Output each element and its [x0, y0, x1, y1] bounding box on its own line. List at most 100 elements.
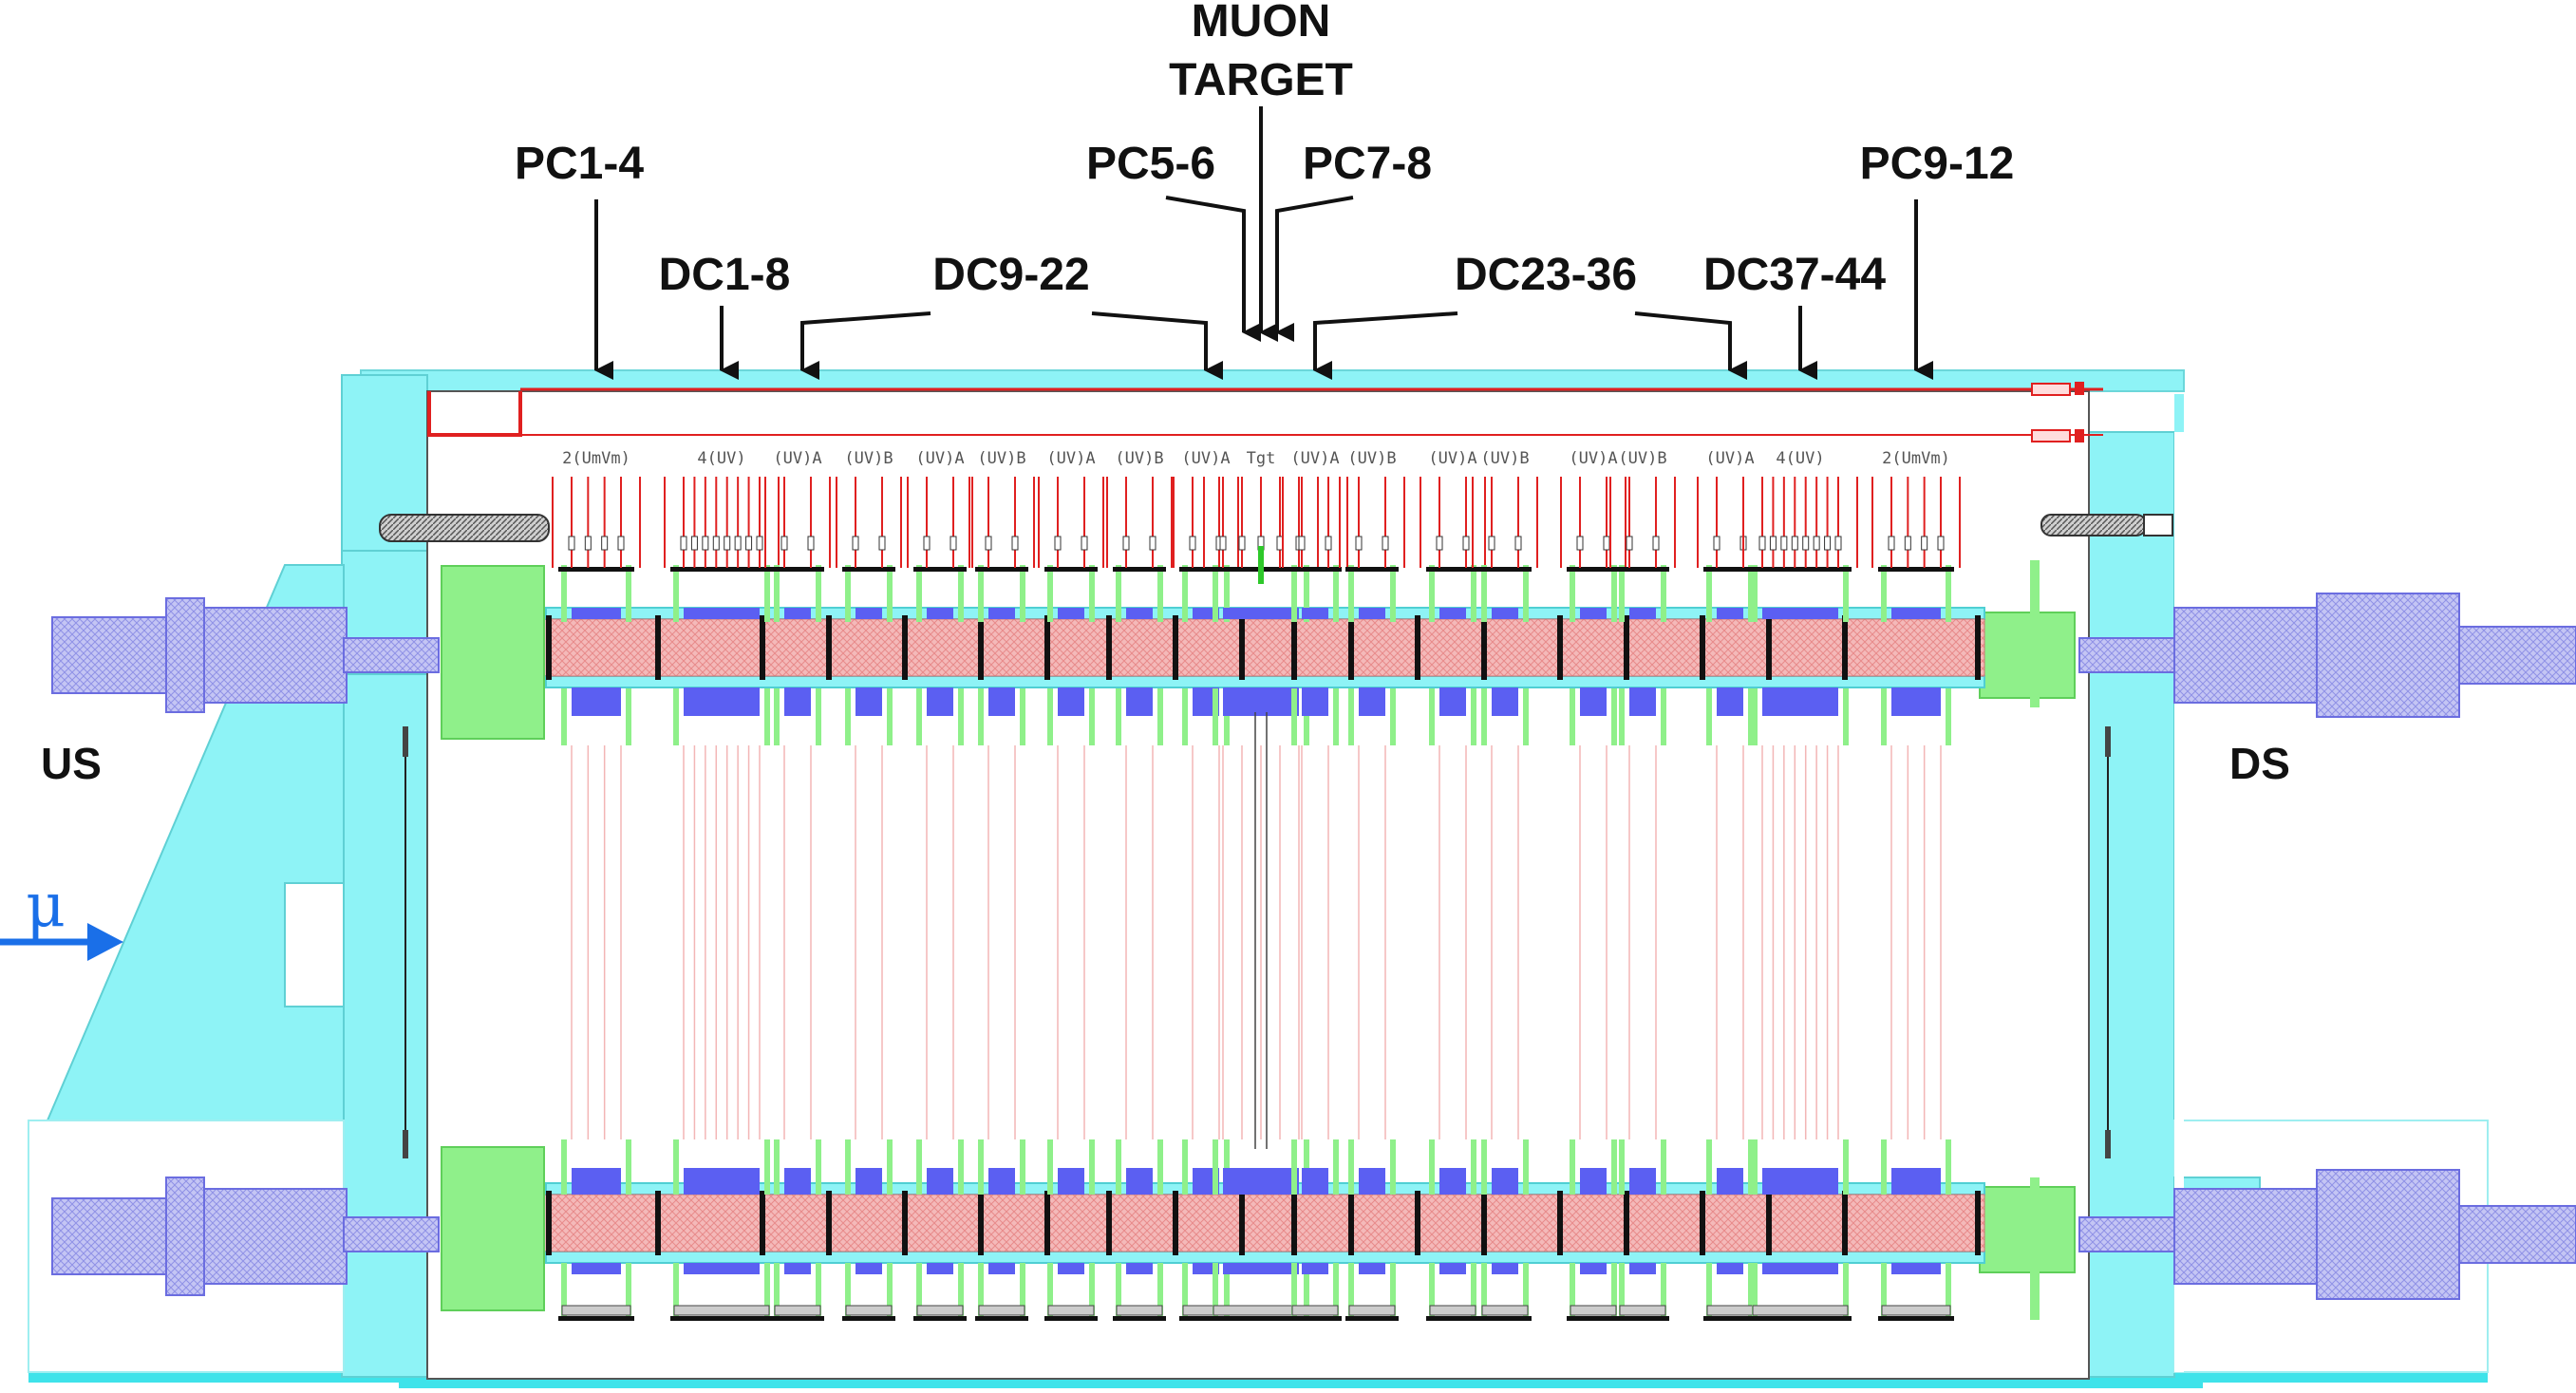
module-leg [774, 688, 780, 745]
module-frame [1629, 1168, 1656, 1195]
module-frame [684, 1263, 760, 1274]
module-leg [1304, 565, 1309, 622]
module-leg [561, 1139, 567, 1195]
module-bracket [561, 1305, 631, 1316]
module-leg [1020, 1263, 1025, 1320]
module-leg [1946, 688, 1951, 745]
module-label: (UV)A [915, 449, 964, 468]
bar-divider [1291, 1191, 1297, 1255]
label-pc9-12: PC9-12 [1860, 139, 2015, 189]
module-leg [764, 688, 770, 745]
bar-divider [1557, 1191, 1563, 1255]
module-leg [1661, 1139, 1666, 1195]
module-bracket [1478, 567, 1532, 572]
module-frame [1223, 1263, 1299, 1274]
module-bracket [1481, 1305, 1529, 1316]
bar-divider [1700, 1191, 1705, 1255]
module-frame [1058, 1263, 1084, 1274]
connector [1462, 536, 1470, 551]
chamber-module: (UV)A [907, 449, 973, 1321]
module-frame [988, 687, 1015, 716]
module-bracket [558, 567, 634, 572]
module-leg [816, 565, 821, 622]
connector [745, 536, 753, 551]
connector [1813, 536, 1820, 551]
module-bracket [1113, 567, 1166, 572]
module-leg [1523, 1139, 1529, 1195]
module-bracket [1619, 1305, 1666, 1316]
label-dc37-44: DC37-44 [1703, 250, 1886, 300]
module-leg [1224, 1263, 1230, 1320]
module-label: (UV)A [773, 449, 821, 468]
module-leg [1748, 1139, 1754, 1195]
bar-divider [1239, 1191, 1245, 1255]
module-leg [1224, 565, 1230, 622]
module-bracket [1345, 567, 1399, 572]
module-frame [1492, 1168, 1518, 1195]
module-leg [1946, 1263, 1951, 1320]
module-frame [1717, 1263, 1743, 1274]
module-leg [1304, 1139, 1309, 1195]
module-leg [1752, 1263, 1758, 1320]
end-blocks [441, 560, 2076, 1320]
module-bracket [1426, 1316, 1479, 1321]
module-frame [1359, 687, 1385, 716]
module-frame [1717, 1168, 1743, 1195]
chamber-module: 2(UmVm) [1871, 449, 1961, 1321]
module-leg [1481, 565, 1487, 622]
module-leg [1706, 565, 1712, 622]
connector [923, 536, 931, 551]
module-leg [1471, 688, 1476, 745]
module-leg [1333, 688, 1339, 745]
module-leg [1881, 1263, 1887, 1320]
connector [1834, 536, 1842, 551]
module-leg [1611, 1263, 1617, 1320]
module-bracket [771, 1316, 824, 1321]
connector [1713, 536, 1720, 551]
chamber-module: (UV)A [764, 449, 831, 1321]
bar-divider [546, 1191, 552, 1255]
ds-flanges [2078, 593, 2576, 1300]
module-frame [1580, 687, 1607, 716]
module-frame [572, 687, 621, 716]
module-frame [927, 687, 953, 716]
module-leg [1570, 1263, 1575, 1320]
module-leg [1182, 1139, 1188, 1195]
module-frame [1359, 1168, 1385, 1195]
us-flanges [51, 597, 440, 1296]
module-label: 2(UmVm) [1882, 449, 1950, 468]
module-leg [1611, 688, 1617, 745]
module-frame [572, 1168, 621, 1195]
module-leg [1946, 1139, 1951, 1195]
module-bracket [1179, 1316, 1232, 1321]
bar-divider [1624, 1191, 1629, 1255]
module-leg [1748, 1263, 1754, 1320]
module-leg [1619, 1263, 1625, 1320]
connector [852, 536, 859, 551]
bar-divider [1239, 615, 1245, 680]
connector [1921, 536, 1928, 551]
bar-divider [902, 1191, 908, 1255]
bar-divider [1842, 615, 1848, 680]
module-frame [856, 1168, 882, 1195]
module-frame [572, 608, 621, 619]
module-label: (UV)A [1181, 449, 1230, 468]
module-frame [1439, 1168, 1466, 1195]
chamber-module: (UV)B [836, 449, 902, 1321]
module-leg [1047, 565, 1053, 622]
connector [1011, 536, 1019, 551]
connector [1219, 536, 1227, 551]
module-leg [978, 688, 984, 745]
label-dc23-36: DC23-36 [1455, 250, 1637, 300]
module-bracket [975, 1316, 1028, 1321]
module-leg [845, 688, 851, 745]
module-bracket [774, 1305, 821, 1316]
module-bracket [771, 567, 824, 572]
chamber-module: (UV)A [1560, 449, 1626, 1321]
module-leg [774, 1139, 780, 1195]
bar-divider [1624, 615, 1629, 680]
module-leg [816, 688, 821, 745]
module-leg [1748, 688, 1754, 745]
module-bracket [842, 567, 895, 572]
